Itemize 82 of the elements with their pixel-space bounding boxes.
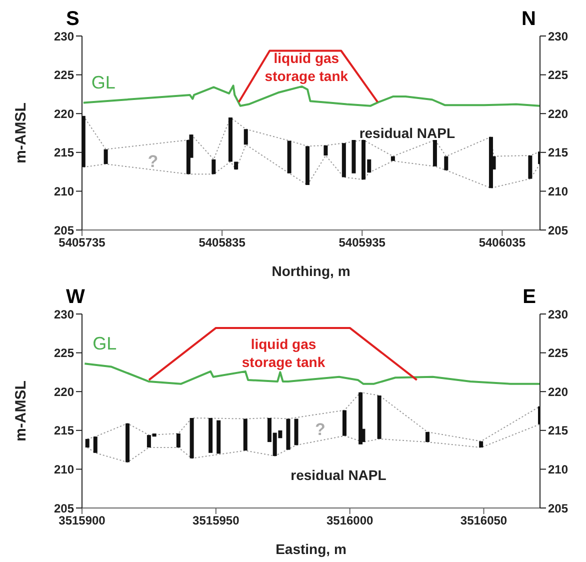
y2-tick-label: 210 (548, 462, 568, 476)
bar (377, 395, 382, 439)
y2-tick-label: 225 (548, 346, 568, 360)
bar (528, 156, 532, 179)
y-tick-label: 220 (54, 384, 74, 399)
x-axis-title: Northing, m (272, 263, 350, 279)
line-series (86, 424, 540, 463)
bar (324, 145, 328, 156)
x-tick-label: 3515950 (192, 514, 240, 528)
y2-tick-label: 215 (548, 146, 568, 160)
series-label: GL (92, 334, 117, 354)
bar (234, 162, 238, 170)
x-tick-label: 5405835 (198, 236, 246, 250)
bar (342, 410, 346, 436)
y-axis-title: m-AMSL (12, 380, 30, 442)
bar (432, 140, 437, 166)
text: N (522, 8, 536, 31)
bar (126, 423, 130, 462)
bar (82, 116, 86, 168)
annotation: residual NAPL (359, 124, 456, 142)
bar (444, 156, 448, 170)
bar (294, 418, 298, 446)
bar (352, 140, 356, 174)
bar (287, 140, 292, 174)
y-tick-label: 215 (54, 146, 74, 160)
y-axis-title: m-AMSL (12, 102, 30, 164)
y2-tick-label: 205 (548, 223, 568, 238)
y-tick-label: 225 (54, 346, 74, 360)
bar (390, 156, 395, 161)
y-tick-label: 220 (54, 106, 74, 121)
annotation: ? (148, 151, 158, 174)
bar (358, 392, 363, 444)
y2-tick-label: 220 (548, 384, 568, 399)
bar (190, 418, 194, 458)
y-tick-label: 205 (54, 501, 74, 516)
x-axis-title: Easting, m (276, 541, 346, 557)
y-tick-label: 210 (54, 462, 74, 476)
bar (243, 418, 248, 451)
y2-tick-label: 215 (548, 424, 568, 438)
bar (208, 418, 213, 453)
x-tick-label: 3516050 (460, 514, 508, 528)
x-tick-label: 5405735 (58, 236, 106, 250)
text: W (66, 286, 85, 309)
line-series (86, 392, 540, 442)
y2-tick-label: 230 (548, 307, 568, 322)
line-series (82, 144, 540, 189)
bar (426, 432, 430, 442)
x-tick-label: 5406035 (478, 236, 526, 250)
y2-tick-label: 220 (548, 106, 568, 121)
y-tick-label: 210 (54, 184, 74, 198)
annotation: liquid gas storage tank (242, 334, 326, 371)
annotation: ? (314, 419, 326, 442)
text: E (522, 286, 536, 309)
bar (216, 420, 221, 454)
y-tick-label: 230 (54, 307, 74, 322)
y2-tick-label: 225 (548, 68, 568, 82)
bar (244, 129, 248, 145)
y2-tick-label: 230 (548, 29, 568, 44)
annotation: residual NAPL (290, 466, 386, 484)
y-tick-label: 205 (54, 223, 74, 238)
bar (488, 136, 493, 188)
bar (93, 436, 98, 453)
bar (286, 418, 290, 450)
x-tick-label: 3515900 (58, 514, 106, 528)
bar (479, 441, 484, 448)
bar (228, 117, 232, 162)
bar (85, 438, 90, 448)
y-tick-label: 215 (54, 424, 74, 438)
y-tick-label: 230 (54, 29, 74, 44)
bar (342, 143, 346, 178)
x-tick-label: 5405935 (338, 236, 386, 250)
bar (306, 146, 310, 185)
bar (104, 149, 108, 164)
bar (212, 159, 216, 174)
y2-tick-label: 210 (548, 184, 568, 198)
x-tick-label: 3516000 (326, 514, 374, 528)
bar (176, 434, 180, 448)
y-tick-label: 225 (54, 68, 74, 82)
y2-tick-label: 205 (548, 501, 568, 516)
annotation: liquid gas storage tank (264, 48, 348, 86)
series-label: GL (91, 72, 116, 93)
text: S (66, 8, 80, 31)
